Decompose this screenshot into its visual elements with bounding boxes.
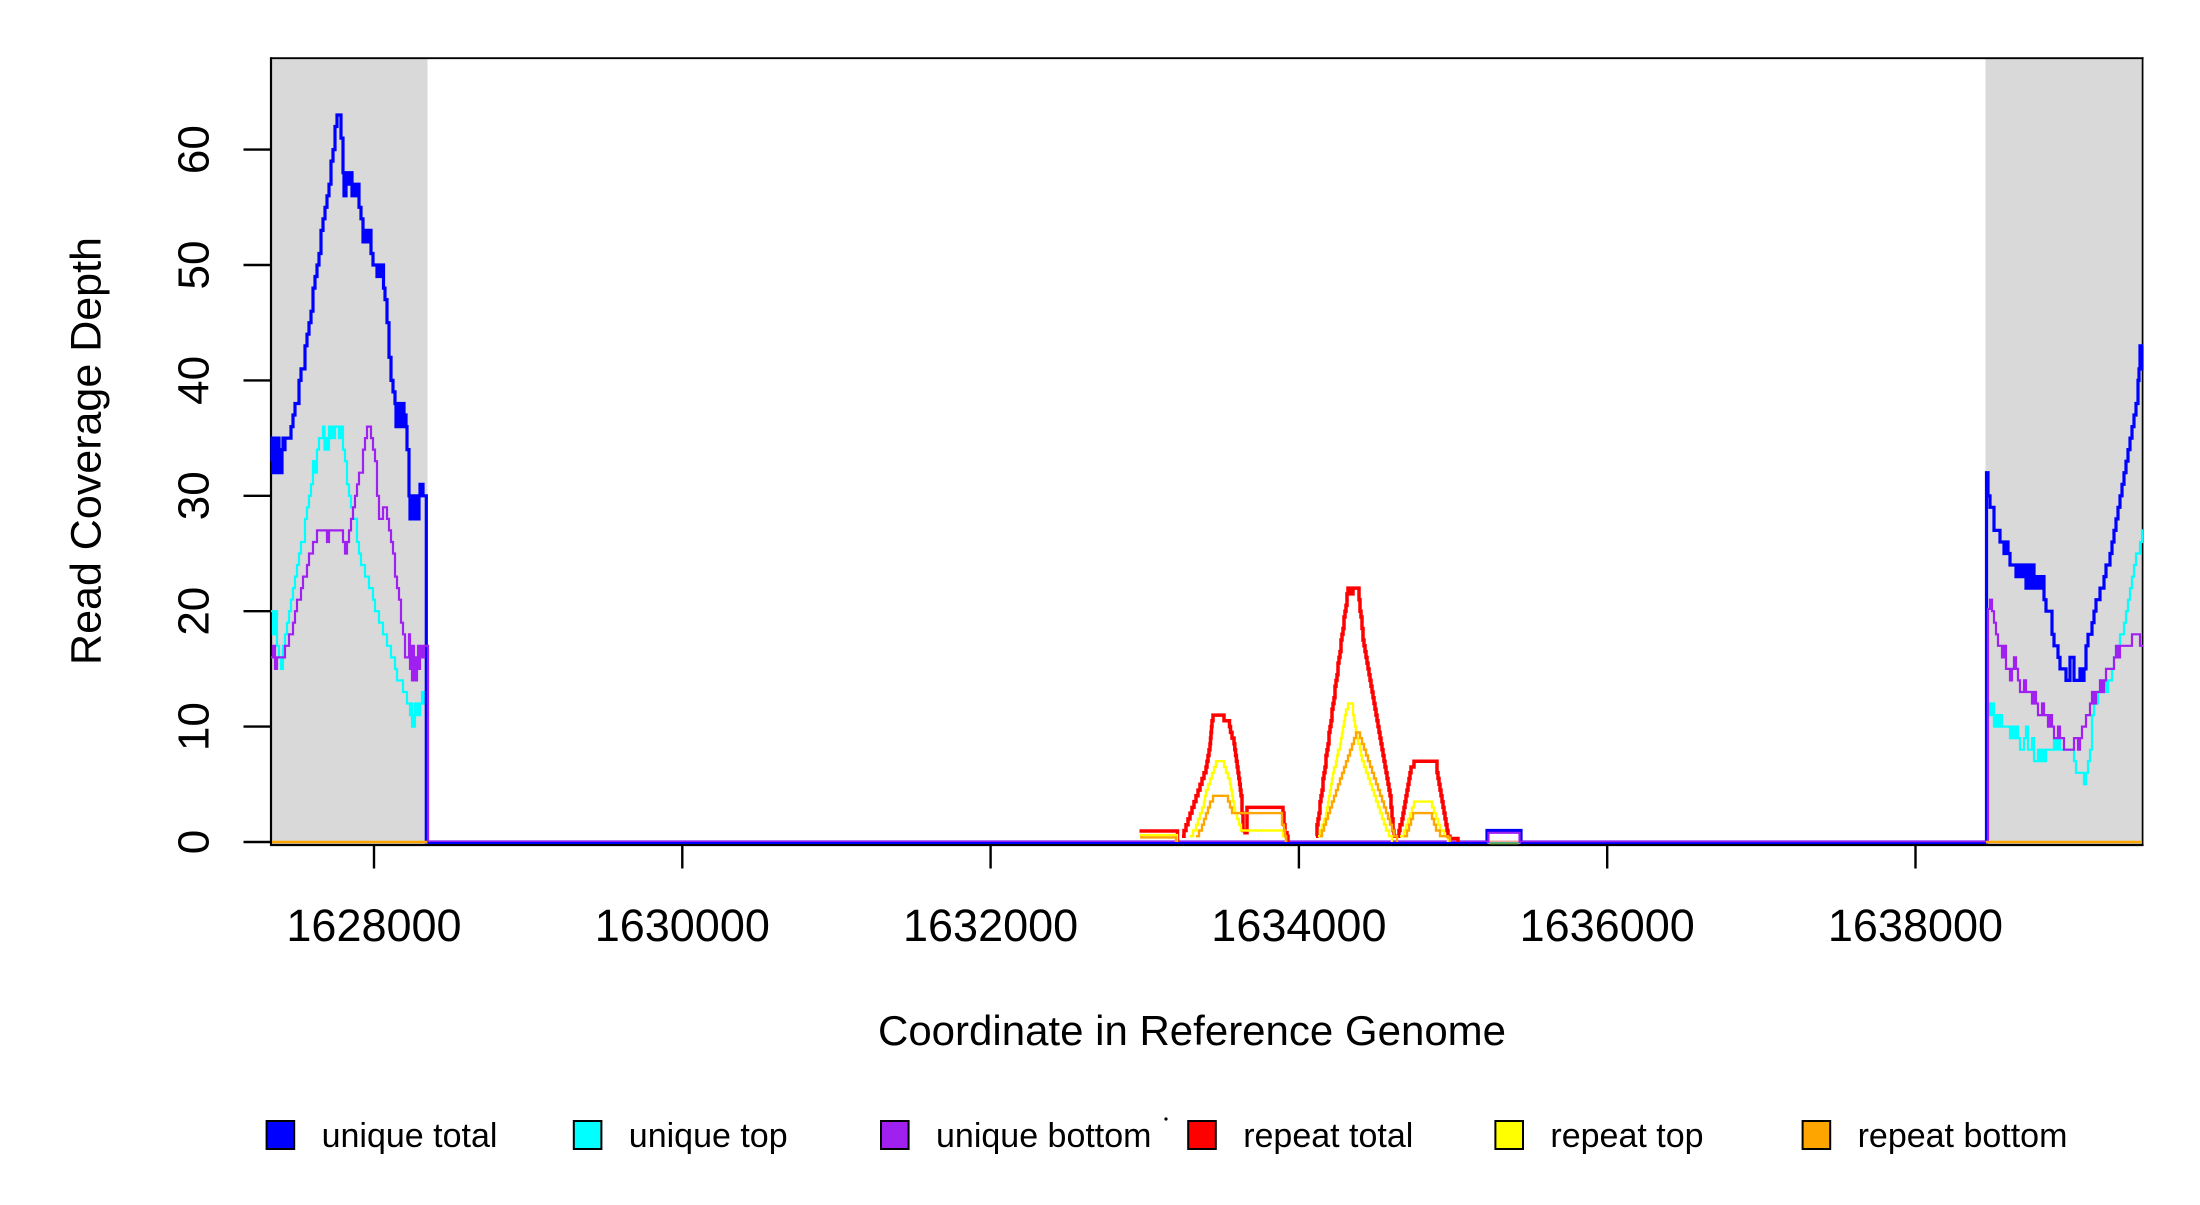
svg-text:Coordinate in Reference Genome: Coordinate in Reference Genome [878,1007,1506,1054]
svg-text:50: 50 [170,241,219,290]
svg-text:1632000: 1632000 [903,900,1078,951]
svg-text:10: 10 [170,702,219,751]
svg-text:repeat bottom: repeat bottom [1858,1117,2068,1155]
svg-text:40: 40 [170,356,219,405]
svg-text:repeat total: repeat total [1243,1117,1413,1155]
svg-text:unique bottom: unique bottom [936,1117,1152,1155]
svg-text:1628000: 1628000 [286,900,461,951]
svg-text:1636000: 1636000 [1520,900,1695,951]
svg-text:0: 0 [170,830,219,854]
svg-text:1638000: 1638000 [1828,900,2003,951]
svg-text:unique top: unique top [629,1117,788,1155]
svg-text:30: 30 [170,471,219,520]
svg-text:1634000: 1634000 [1211,900,1386,951]
svg-text:1630000: 1630000 [595,900,770,951]
svg-text:unique total: unique total [322,1117,498,1155]
svg-text:60: 60 [170,125,219,174]
svg-text:repeat top: repeat top [1550,1117,1703,1155]
svg-text:Read Coverage Depth: Read Coverage Depth [63,237,111,665]
svg-text:20: 20 [170,587,219,636]
